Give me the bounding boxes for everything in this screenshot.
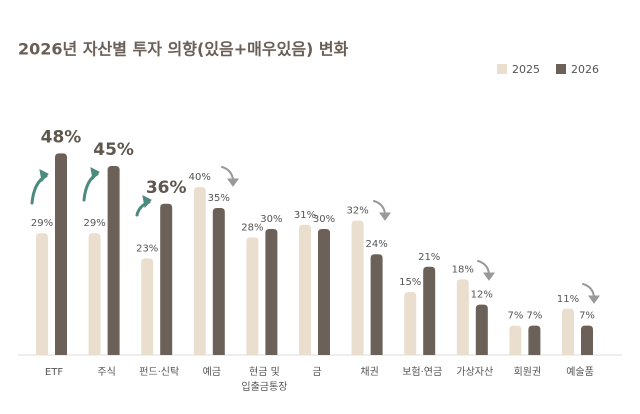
- down-arrow-head: [379, 212, 391, 221]
- value-label: 30%: [260, 214, 282, 225]
- x-tick-label: 예금: [202, 367, 221, 378]
- x-tick-label: 회원권: [513, 367, 542, 378]
- bar: [55, 153, 67, 355]
- bar: [160, 203, 173, 355]
- x-tick-label: 가상자산: [456, 367, 494, 378]
- bar: [509, 325, 522, 355]
- bar: [193, 187, 206, 355]
- bar: [107, 166, 120, 355]
- up-arrow: [82, 172, 99, 202]
- value-label: 18%: [452, 264, 474, 275]
- bar: [351, 220, 364, 355]
- bar: [212, 208, 225, 355]
- legend-swatch: [497, 64, 507, 74]
- value-label: 15%: [399, 277, 421, 288]
- bar: [246, 237, 259, 355]
- value-label: 7%: [579, 311, 595, 322]
- up-arrow: [30, 174, 48, 205]
- up-arrow-head: [142, 195, 152, 209]
- down-arrow: [582, 283, 595, 298]
- x-tick-label: 펀드·신탁: [139, 367, 180, 378]
- value-label: 32%: [346, 206, 368, 217]
- x-tick-label: 금: [312, 367, 322, 378]
- value-label: 48%: [41, 127, 82, 147]
- x-tick-label: ETF: [44, 367, 64, 378]
- down-arrow-head: [483, 272, 495, 281]
- legend-label: 2026: [571, 63, 599, 76]
- value-label: 40%: [189, 172, 211, 183]
- value-label: 28%: [241, 222, 263, 233]
- down-arrow: [477, 260, 490, 275]
- bar: [581, 325, 593, 355]
- bar: [318, 229, 330, 355]
- x-tick-label: 현금 및 입출금통장: [241, 367, 288, 393]
- x-tick-label: 예술품: [566, 367, 594, 378]
- down-arrow: [373, 200, 386, 215]
- bar: [528, 325, 541, 355]
- legend-swatch: [556, 64, 566, 74]
- value-label: 7%: [526, 311, 542, 322]
- value-label: 23%: [136, 243, 158, 254]
- x-tick-label: 채권: [360, 367, 379, 378]
- up-arrow-head: [90, 167, 100, 181]
- x-tick-label: 주식: [97, 367, 116, 378]
- legend-label: 2025: [512, 63, 540, 76]
- bar: [36, 233, 48, 355]
- down-arrow: [221, 166, 234, 181]
- bar: [141, 258, 154, 355]
- arrows: [30, 166, 600, 304]
- down-arrow-head: [588, 295, 600, 304]
- chart-title: 2026년 자산별 투자 의향(있음+매우있음) 변화: [18, 40, 349, 59]
- value-label: 21%: [418, 252, 440, 263]
- bar: [562, 308, 574, 355]
- bar: [370, 254, 383, 355]
- bar: [88, 233, 101, 355]
- value-label: 29%: [31, 218, 53, 229]
- value-label: 12%: [471, 290, 493, 301]
- value-label: 30%: [313, 214, 335, 225]
- value-label: 31%: [294, 210, 316, 221]
- bar: [456, 279, 469, 355]
- value-label: 29%: [83, 218, 105, 229]
- bar: [423, 266, 436, 355]
- value-label: 7%: [507, 311, 523, 322]
- value-label: 24%: [365, 239, 387, 250]
- bar: [265, 229, 278, 355]
- bar: [475, 304, 488, 355]
- x-tick-label: 보험·연금: [402, 367, 443, 378]
- down-arrow-head: [227, 178, 239, 187]
- bar: [299, 224, 311, 355]
- value-label: 11%: [557, 294, 579, 305]
- value-label: 35%: [208, 193, 230, 204]
- bar: [404, 292, 417, 355]
- value-label: 36%: [146, 178, 187, 198]
- value-label: 45%: [93, 140, 134, 160]
- up-arrow-head: [39, 169, 49, 183]
